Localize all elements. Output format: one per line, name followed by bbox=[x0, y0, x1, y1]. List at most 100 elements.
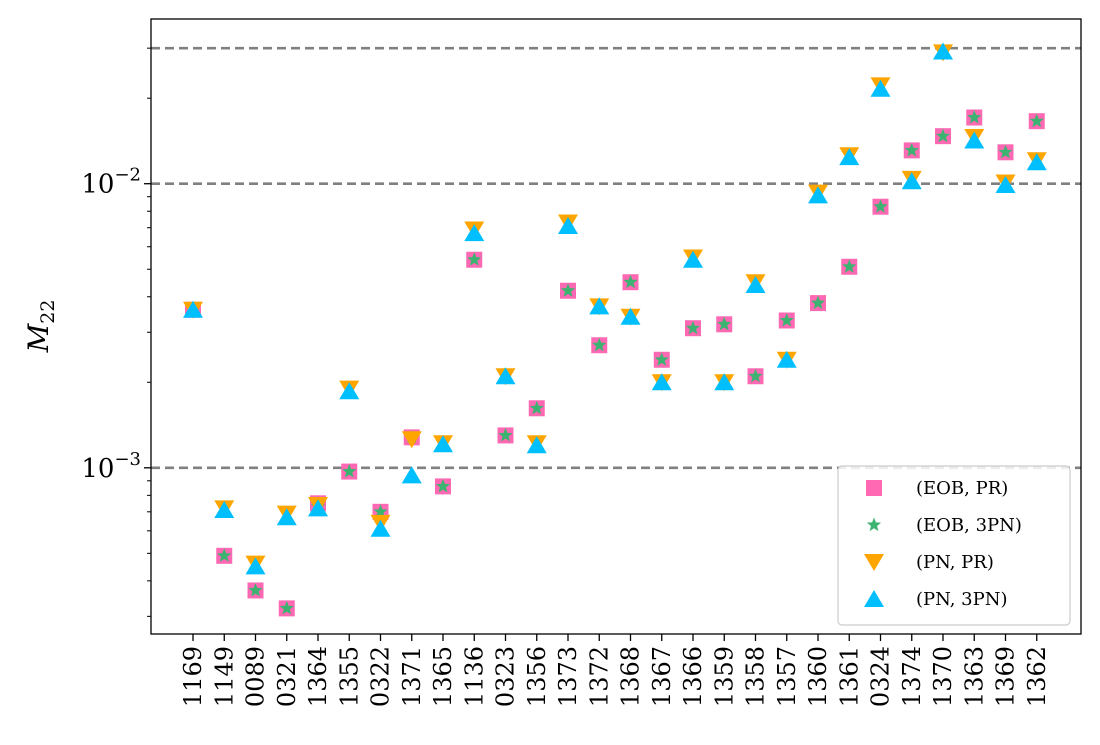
x-tick-label: 0324 bbox=[867, 646, 895, 707]
data-point bbox=[560, 283, 576, 297]
data-point bbox=[308, 499, 328, 517]
legend-label: (EOB, PR) bbox=[916, 478, 1008, 499]
x-tick-label: 1169 bbox=[179, 646, 207, 707]
data-point bbox=[933, 42, 953, 60]
x-tick-label: 1361 bbox=[835, 646, 863, 707]
data-point bbox=[558, 216, 578, 234]
x-tick-label: 0322 bbox=[367, 646, 395, 707]
data-point bbox=[810, 295, 826, 310]
x-tick-label: 1372 bbox=[585, 646, 613, 707]
data-point bbox=[245, 557, 266, 575]
x-tick-label: 1362 bbox=[1023, 646, 1051, 707]
data-point bbox=[214, 501, 235, 519]
x-tick-label: 1357 bbox=[773, 646, 801, 707]
x-tick-label: 1368 bbox=[617, 646, 645, 707]
data-point bbox=[717, 316, 732, 331]
data-point bbox=[842, 259, 857, 273]
data-point bbox=[839, 148, 860, 166]
legend: (EOB, PR) (EOB, 3PN) (PN, PR) (PN, 3PN) bbox=[837, 465, 1071, 626]
data-point bbox=[620, 307, 641, 325]
data-point bbox=[1029, 113, 1044, 128]
data-point bbox=[779, 313, 794, 327]
y-axis-label: M22 bbox=[22, 300, 59, 354]
y-axis-label-subscript: 22 bbox=[37, 300, 59, 324]
x-tick-label: 1149 bbox=[210, 646, 238, 707]
data-point bbox=[904, 142, 919, 157]
series-3 bbox=[183, 42, 1047, 575]
data-point bbox=[1026, 153, 1047, 171]
data-point bbox=[276, 508, 297, 526]
plot-frame bbox=[150, 18, 1082, 635]
x-tick-label: 1355 bbox=[335, 646, 363, 707]
data-point bbox=[685, 320, 701, 335]
y-axis-ticks: 10−3 10−2 bbox=[81, 47, 151, 617]
legend-marker bbox=[864, 590, 884, 607]
x-tick-label: 1373 bbox=[554, 646, 582, 707]
data-point bbox=[248, 582, 263, 597]
data-point bbox=[967, 110, 982, 124]
legend-marker bbox=[866, 480, 882, 496]
x-tick-label: 1366 bbox=[679, 646, 707, 707]
data-point bbox=[808, 186, 828, 204]
data-point bbox=[651, 373, 672, 391]
data-point bbox=[745, 276, 766, 294]
data-point bbox=[776, 350, 797, 368]
x-tick-label: 1367 bbox=[648, 646, 676, 707]
data-markers bbox=[183, 42, 1047, 617]
data-point bbox=[279, 600, 294, 615]
x-axis-ticks: 1169 1149 0089 0321 1364 1355 0322 1371 1365 1136… bbox=[179, 634, 1051, 707]
data-point bbox=[995, 175, 1016, 193]
x-tick-label: 1370 bbox=[929, 646, 957, 707]
x-tick-label: 1358 bbox=[742, 646, 770, 707]
legend-label: (PN, PR) bbox=[916, 552, 994, 573]
data-point bbox=[339, 382, 360, 400]
data-point bbox=[748, 368, 763, 383]
data-point bbox=[526, 436, 547, 454]
data-point bbox=[873, 199, 888, 213]
legend-box bbox=[837, 465, 1071, 626]
x-tick-label: 0321 bbox=[273, 646, 301, 707]
x-tick-label: 0089 bbox=[242, 646, 270, 707]
data-point bbox=[654, 352, 669, 366]
data-point bbox=[373, 504, 388, 518]
data-point bbox=[529, 400, 544, 415]
data-point bbox=[435, 478, 451, 493]
data-point bbox=[401, 466, 422, 484]
data-point bbox=[623, 274, 638, 289]
data-point bbox=[592, 337, 607, 352]
data-point bbox=[401, 431, 422, 449]
data-point bbox=[498, 427, 513, 442]
data-point bbox=[870, 79, 891, 97]
data-point bbox=[433, 435, 453, 453]
y-tick-label: 10−3 bbox=[81, 449, 141, 484]
x-tick-label: 1365 bbox=[429, 646, 457, 707]
data-point bbox=[467, 252, 482, 266]
x-tick-label: 1374 bbox=[898, 646, 926, 707]
data-point bbox=[683, 250, 703, 268]
x-tick-label: 1369 bbox=[992, 646, 1020, 707]
x-tick-label: 1356 bbox=[523, 646, 551, 707]
x-tick-label: 1359 bbox=[710, 646, 738, 707]
y-tick-label: 10−2 bbox=[81, 165, 141, 200]
legend-label: (PN, 3PN) bbox=[916, 589, 1008, 610]
data-point bbox=[714, 373, 735, 391]
data-point bbox=[217, 548, 232, 562]
x-tick-label: 1136 bbox=[460, 646, 488, 707]
y-axis-label-main: M bbox=[22, 322, 55, 353]
x-tick-label: 1371 bbox=[398, 646, 426, 707]
legend-label: (EOB, 3PN) bbox=[916, 515, 1022, 536]
data-point bbox=[342, 464, 357, 478]
data-point bbox=[183, 300, 203, 318]
data-point bbox=[964, 131, 985, 149]
data-point bbox=[370, 519, 391, 537]
x-tick-label: 0323 bbox=[492, 646, 520, 707]
legend-marker bbox=[866, 517, 882, 532]
data-point bbox=[935, 128, 951, 143]
x-tick-label: 1360 bbox=[804, 646, 832, 707]
data-point bbox=[464, 224, 485, 242]
x-tick-label: 1363 bbox=[960, 646, 988, 707]
data-point bbox=[901, 172, 922, 190]
x-tick-label: 1364 bbox=[304, 646, 332, 707]
